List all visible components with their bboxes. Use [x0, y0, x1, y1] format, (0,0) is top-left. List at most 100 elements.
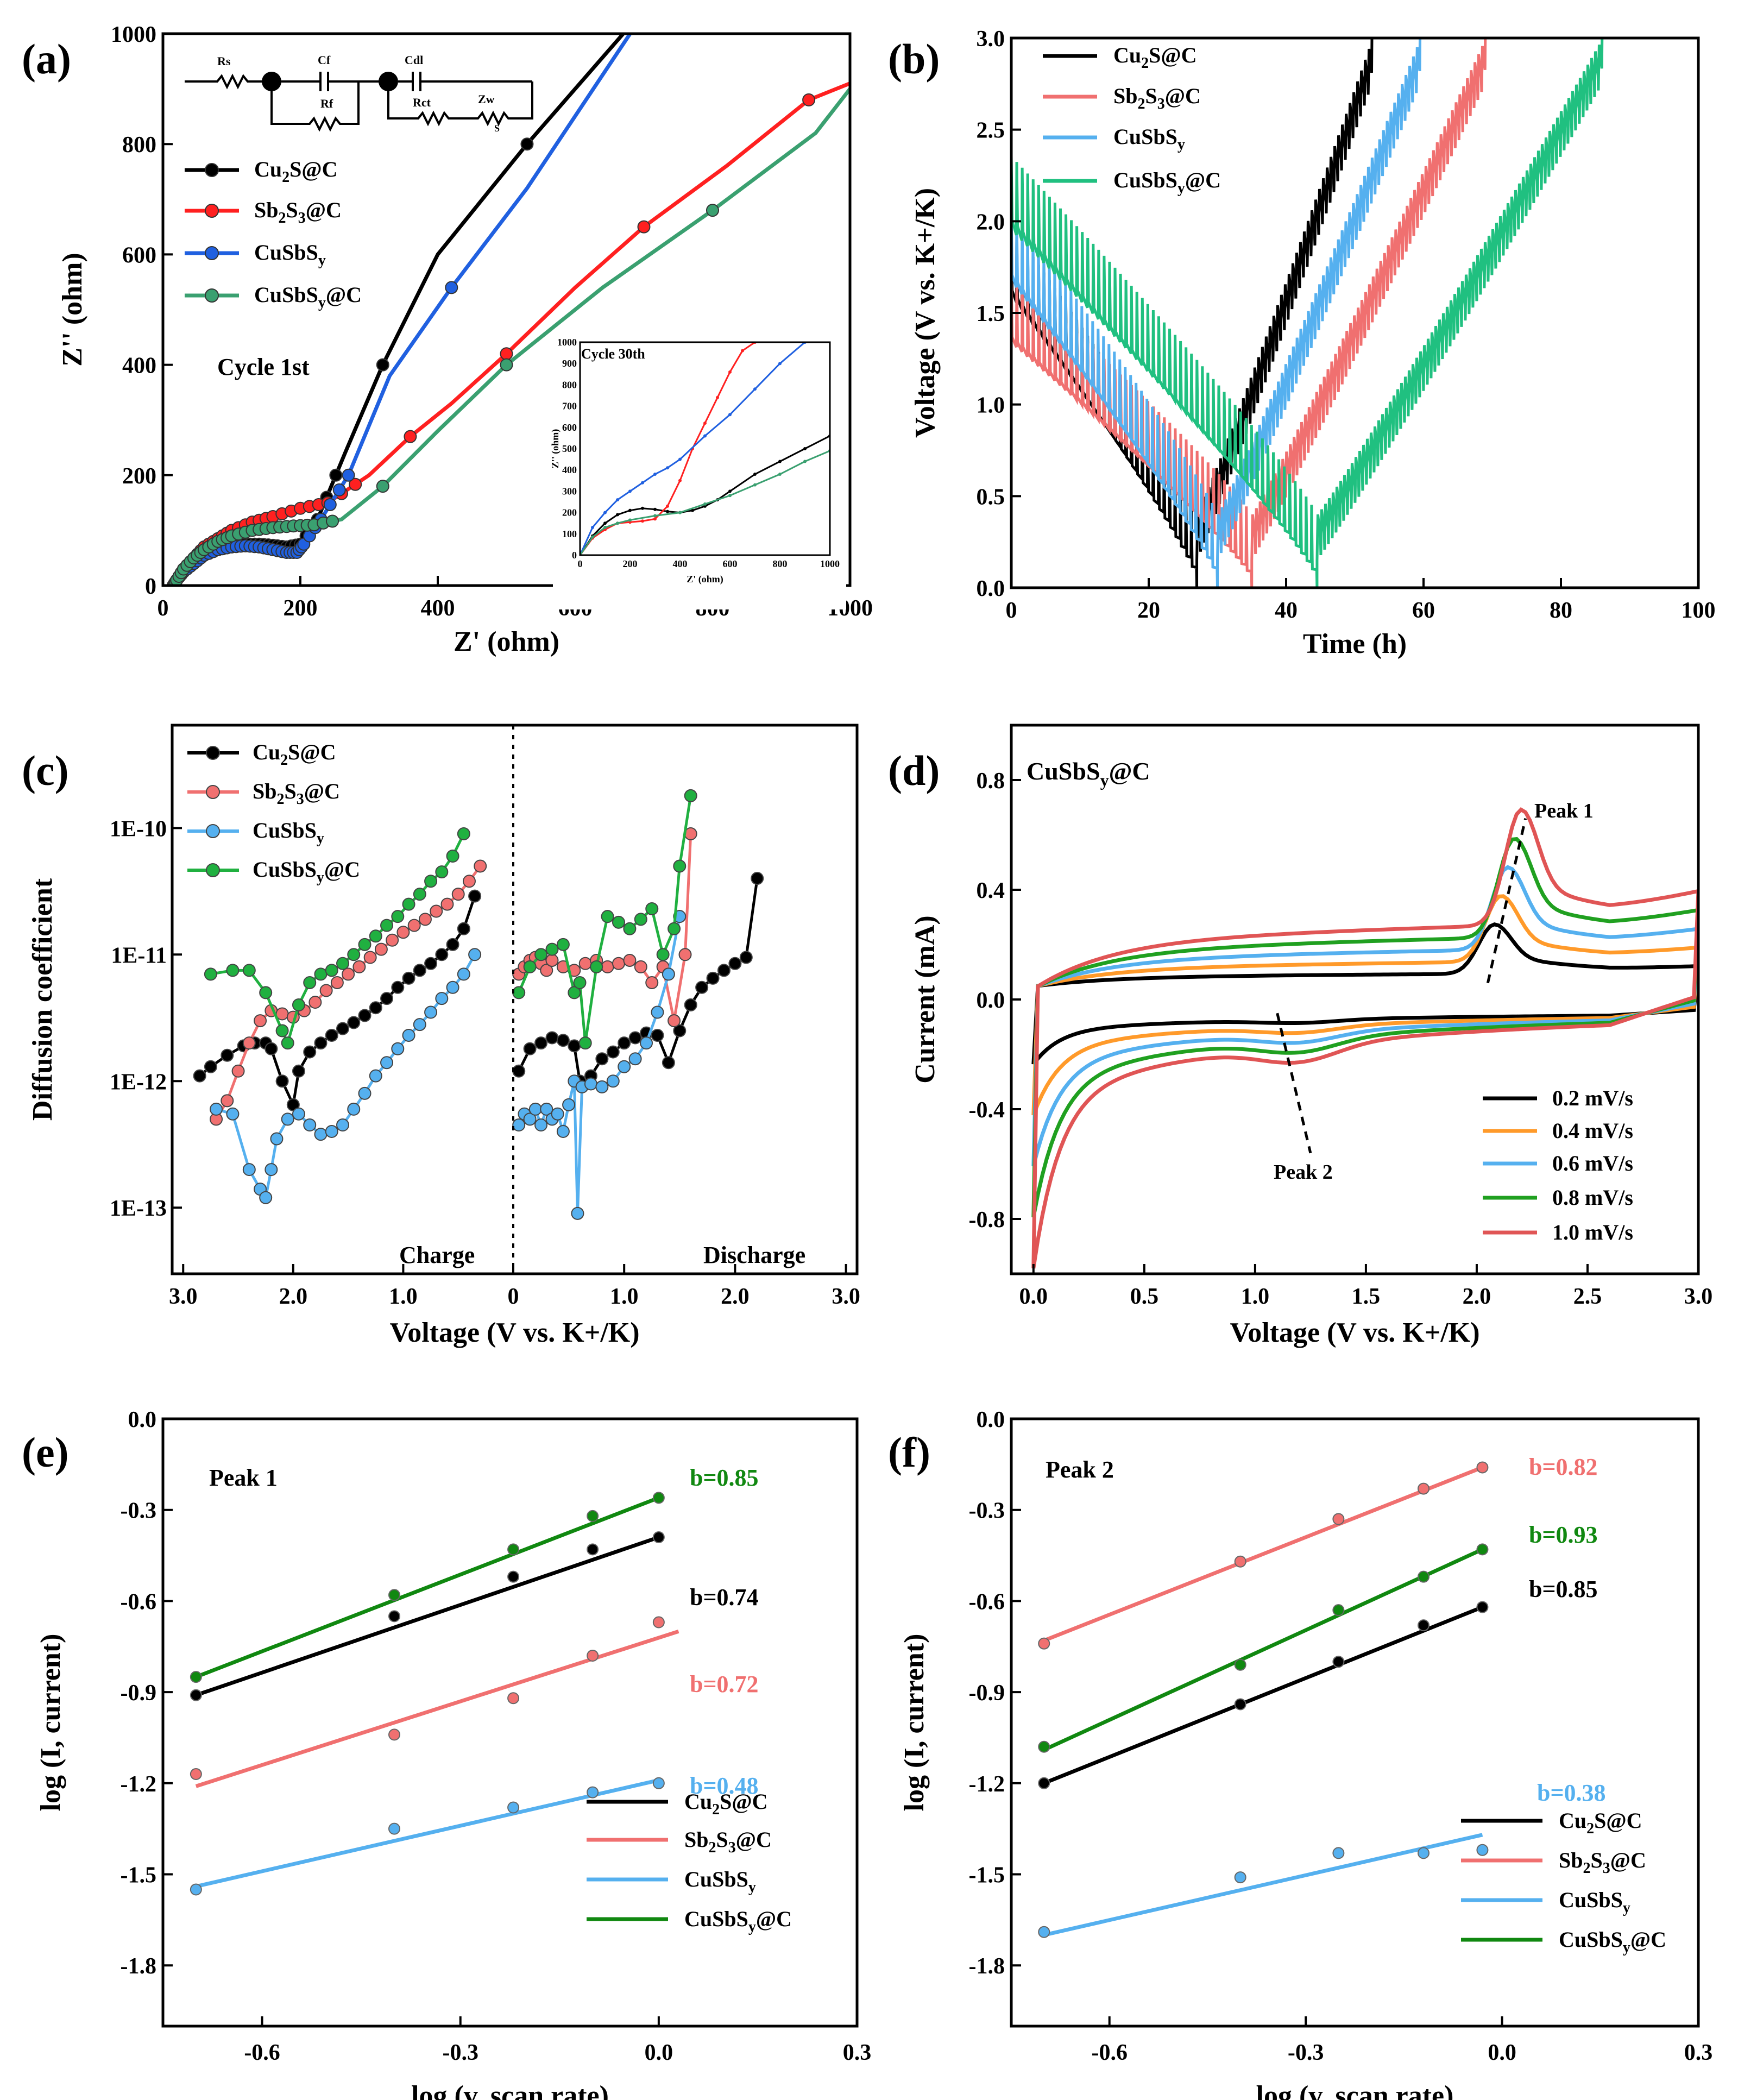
inset-marker: [728, 494, 732, 498]
inset-marker: [728, 370, 732, 374]
b-y-tick-label: 1.5: [977, 301, 1005, 326]
inset-marker: [616, 498, 619, 502]
b-y-tick-label: 1.0: [977, 393, 1005, 418]
f-x-tick-label: -0.6: [1091, 2040, 1128, 2065]
c-x-axis-title: Voltage (V vs. K+/K): [389, 1317, 639, 1348]
e-data-point: [507, 1801, 520, 1814]
c-marker: [739, 951, 753, 964]
c-marker: [446, 938, 459, 951]
cv-curve-3: [1031, 865, 1698, 1167]
svg-text:S: S: [494, 123, 500, 134]
f-b-value-cusbsc: b=0.93: [1529, 1521, 1598, 1548]
c-marker: [242, 964, 256, 977]
f-data-point: [1418, 1570, 1430, 1583]
c-marker: [645, 976, 659, 989]
c-marker: [325, 1028, 338, 1042]
b-x-tick-label: 20: [1137, 598, 1160, 623]
c-marker: [430, 904, 443, 918]
c-marker: [221, 1094, 234, 1108]
panel-a-nyquist: 0200400600800100002004006008001000Z' (oh…: [57, 22, 873, 657]
f-data-point: [1234, 1658, 1246, 1671]
a-marker: [404, 430, 417, 443]
c-marker: [270, 1132, 284, 1146]
c-marker: [413, 888, 426, 901]
b-y-axis-title: Voltage (V vs. K+/K): [910, 188, 941, 438]
a-marker: [637, 220, 651, 234]
a-legend-cusbs: CuSbSy: [254, 240, 326, 269]
inset-x-title: Z' (ohm): [687, 574, 723, 585]
cv-curve-4: [1031, 837, 1698, 1218]
svg-text:Zw: Zw: [478, 92, 495, 106]
inset-series-cusbs: [580, 342, 805, 555]
a-legend-sb2s3: Sb2S3@C: [254, 198, 342, 227]
c-marker: [380, 1056, 394, 1070]
peak1-e-label: Peak 1: [209, 1464, 278, 1491]
inset-y-tick: 800: [562, 379, 577, 390]
inset-y-tick: 1000: [557, 337, 577, 348]
c-y-tick-label: 1E-13: [110, 1196, 167, 1221]
inset-y-tick: 900: [562, 358, 577, 369]
panel-d-cv: 0.0 0.5 1.0 1.5 2.0 2.5 3.0 -0.8 -0.4 0.0 0.4 0.8 Vo…: [910, 724, 1712, 1348]
c-marker: [325, 1124, 338, 1138]
e-data-point: [190, 1671, 202, 1683]
c-marker: [457, 967, 470, 981]
c-marker: [523, 1042, 537, 1055]
c-marker: [292, 1064, 305, 1078]
c-marker: [435, 865, 449, 879]
e-data-point: [587, 1786, 599, 1799]
inset-y-tick: 0: [572, 550, 577, 561]
c-marker: [590, 960, 603, 973]
e-x-tick-label: 0.3: [843, 2040, 872, 2065]
inset-marker: [703, 502, 707, 506]
c-marker: [568, 986, 581, 999]
inset-marker: [653, 517, 657, 521]
inset-marker: [803, 460, 807, 463]
c-marker: [319, 984, 333, 997]
f-b-value-sb2s3: b=0.82: [1529, 1454, 1598, 1480]
c-marker: [606, 1074, 620, 1088]
f-data-point: [1418, 1619, 1430, 1632]
f-fit-line-cusbs: [1043, 1833, 1483, 1937]
b-x-tick-label: 0: [1006, 598, 1017, 623]
c-marker: [292, 998, 305, 1012]
svg-text:Cf: Cf: [318, 53, 331, 67]
c-marker: [336, 1022, 349, 1035]
c-marker: [413, 964, 426, 977]
c-marker: [540, 1102, 553, 1116]
f-y-tick-label: -0.3: [969, 1499, 1005, 1524]
inset-marker: [678, 457, 682, 461]
c-marker: [391, 1042, 405, 1055]
c-marker: [528, 1102, 542, 1116]
d-legend-label: 0.2 mV/s: [1552, 1086, 1633, 1110]
a-marker: [802, 93, 816, 106]
f-data-point: [1476, 1461, 1489, 1474]
inset-marker: [653, 514, 657, 518]
inset-marker: [753, 387, 757, 391]
c-marker: [640, 1036, 653, 1050]
c-marker: [424, 875, 438, 888]
inset-marker: [741, 349, 744, 353]
c-marker: [380, 919, 394, 932]
c-marker: [468, 889, 482, 903]
d-x-tick-label: 0.5: [1130, 1284, 1159, 1309]
c-legend-marker: [206, 785, 220, 799]
c-marker: [242, 1036, 256, 1050]
f-y-tick-label: -1.8: [969, 1954, 1005, 1979]
panel-f-blog-peak2: b=0.85 b=0.82 b=0.38 b=0.93 -0.6 -0.3 0.0 0.3 0.…: [899, 1407, 1712, 2100]
inset-marker: [666, 504, 669, 508]
c-marker: [424, 957, 438, 970]
d-y-tick-label: -0.8: [969, 1208, 1005, 1233]
b-x-axis-title: Time (h): [1303, 628, 1407, 659]
svg-text:Rs: Rs: [217, 54, 231, 68]
c-marker: [706, 971, 720, 985]
d-y-tick-label: 0.8: [977, 769, 1005, 794]
a-x-tick-label: 200: [284, 596, 318, 621]
inset-marker: [628, 508, 632, 512]
c-marker: [396, 926, 410, 939]
d-x-tick-label: 2.0: [1463, 1284, 1491, 1309]
a-legend-marker: [205, 204, 219, 218]
inset-x-tick: 600: [723, 558, 738, 569]
c-marker: [330, 976, 344, 989]
e-data-point: [652, 1616, 665, 1629]
a-x-axis-title: Z' (ohm): [454, 626, 559, 657]
